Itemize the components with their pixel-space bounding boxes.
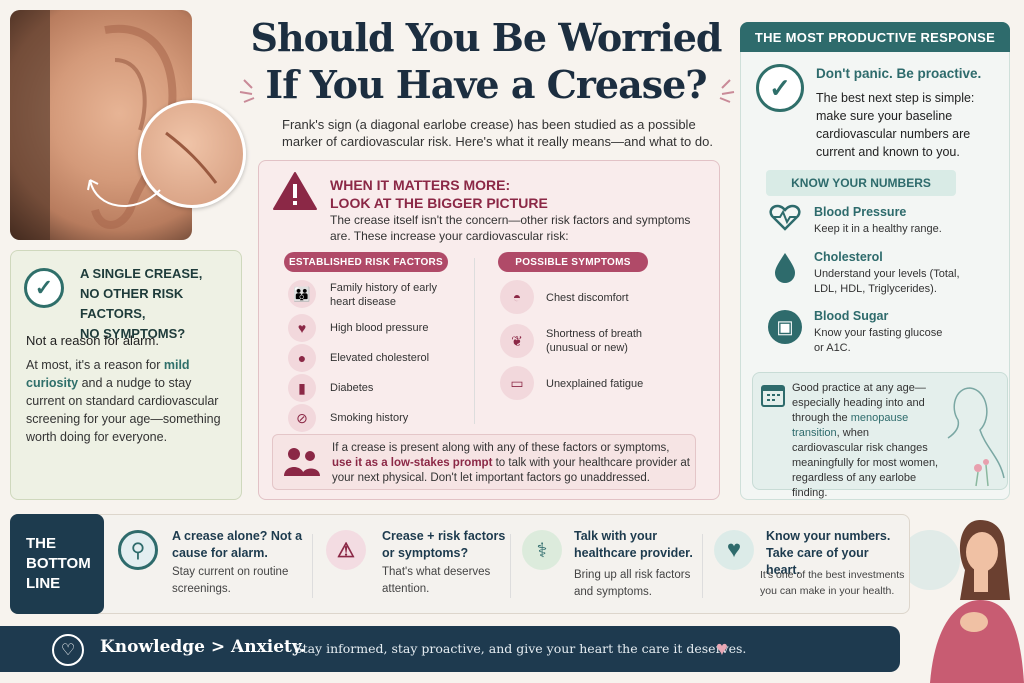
lungs-icon: ❦ — [500, 324, 534, 358]
bottom-divider — [702, 534, 703, 598]
symptoms-pill: POSSIBLE SYMPTOMS — [498, 252, 648, 272]
bottom-item-head: Crease + risk factors or symptoms? — [382, 529, 506, 560]
symptom-item: Chest discomfort — [546, 292, 629, 304]
symptom-item: Unexplained fatigue — [546, 378, 644, 390]
single-crease-heading: A SINGLE CREASE, NO OTHER RISK FACTORS, … — [80, 266, 203, 341]
bigger-picture-text: The crease itself isn't the concern—othe… — [330, 213, 691, 243]
sugar-cubes-icon: ▣ — [768, 310, 802, 344]
glucose-meter-icon: ▮ — [288, 374, 316, 402]
check-icon: ✓ — [24, 268, 64, 308]
magnifier-icon: ⚲ — [118, 530, 158, 570]
footer-banner — [0, 626, 900, 672]
bottom-item-desc: It's one of the best investments you can… — [760, 569, 905, 597]
bottom-line-section — [10, 514, 910, 614]
family-icon: 👪 — [288, 280, 316, 308]
bottom-item-desc: Stay current on routine screenings. — [172, 566, 289, 595]
bottom-divider — [312, 534, 313, 598]
low-stakes-prompt-text: If a crease is present along with any of… — [332, 442, 690, 484]
calendar-icon — [761, 385, 785, 407]
low-stakes-prompt-box — [272, 434, 696, 490]
risk-item: Smoking history — [330, 412, 409, 424]
check-circle-icon: ✓ — [756, 64, 804, 112]
cholesterol-title: Cholesterol — [814, 250, 883, 264]
single-crease-body: At most, it's a reason for mild curiosit… — [26, 358, 221, 444]
know-your-numbers-label: KNOW YOUR NUMBERS — [766, 170, 956, 196]
footer-heading: Knowledge > Anxiety. — [100, 637, 306, 657]
heart-pulse-icon: ♥ — [288, 314, 316, 342]
dont-panic-text: The best next step is simple: make sure … — [816, 91, 975, 159]
good-practice-text: Good practice at any age—especially head… — [792, 382, 939, 499]
column-divider — [474, 258, 475, 424]
risk-item: High blood pressure — [330, 322, 429, 334]
arrow-icon — [87, 179, 161, 207]
dont-panic-heading: Don't panic. Be proactive. — [816, 66, 982, 81]
bottom-item-head: Know your numbers. Take care of your hea… — [766, 529, 891, 577]
risk-item: Family history of early heart disease — [330, 282, 437, 308]
bottom-item-head: A crease alone? Not a cause for alarm. — [172, 529, 303, 560]
blood-pressure-title: Blood Pressure — [814, 205, 907, 219]
woman-illustration — [910, 500, 1024, 683]
bottom-item-desc: Bring up all risk factors and symptoms. — [574, 569, 691, 598]
cholesterol-desc: Understand your levels (Total, LDL, HDL,… — [814, 268, 960, 295]
people-talking-icon — [284, 448, 320, 476]
risk-factors-pill: ESTABLISHED RISK FACTORS — [284, 252, 448, 272]
droplet-icon — [768, 250, 802, 284]
low-battery-icon: ▭ — [500, 366, 534, 400]
warning-triangle-icon: ⚠ — [326, 530, 366, 570]
footer-text: Stay informed, stay proactive, and give … — [294, 641, 747, 656]
pink-heart-icon: ♥ — [716, 638, 728, 660]
warning-icon — [273, 172, 317, 210]
not-alarm-text: Not a reason for alarm. — [26, 333, 159, 348]
chest-icon: ◓ — [500, 280, 534, 314]
risk-item: Elevated cholesterol — [330, 352, 430, 364]
heart-outline-icon: ♡ — [52, 634, 84, 666]
no-smoking-icon: ⊘ — [288, 404, 316, 432]
earlobe-crease-zoom — [138, 100, 246, 208]
page-title: Should You Be Worried If You Have a Crea… — [250, 15, 723, 107]
heart-icon: ♥ — [714, 530, 754, 570]
good-practice-box — [752, 372, 1008, 490]
bigger-picture-heading: WHEN IT MATTERS MORE: LOOK AT THE BIGGER… — [330, 177, 548, 211]
bottom-divider — [510, 534, 511, 598]
decor-strokes-right-icon — [719, 79, 735, 103]
bottom-item-desc: That's what deserves attention. — [382, 566, 491, 595]
blood-sugar-desc: Know your fasting glucose or A1C. — [814, 327, 943, 354]
bottom-item-head: Talk with your healthcare provider. — [574, 529, 693, 560]
blood-sugar-title: Blood Sugar — [814, 309, 889, 323]
decor-strokes-left-icon — [239, 79, 255, 103]
stethoscope-icon: ⚕ — [522, 530, 562, 570]
risk-item: Diabetes — [330, 382, 374, 394]
drop-icon: ● — [288, 344, 316, 372]
symptom-item: Shortness of breath (unusual or new) — [546, 328, 643, 354]
productive-response-banner: THE MOST PRODUCTIVE RESPONSE — [740, 22, 1010, 52]
bottom-line-tag: THE BOTTOM LINE — [10, 514, 104, 614]
heartbeat-icon — [768, 200, 802, 234]
intro-text: Frank's sign (a diagonal earlobe crease)… — [282, 117, 713, 149]
woman-line-art — [947, 387, 1005, 487]
blood-pressure-desc: Keep it in a healthy range. — [814, 223, 942, 235]
